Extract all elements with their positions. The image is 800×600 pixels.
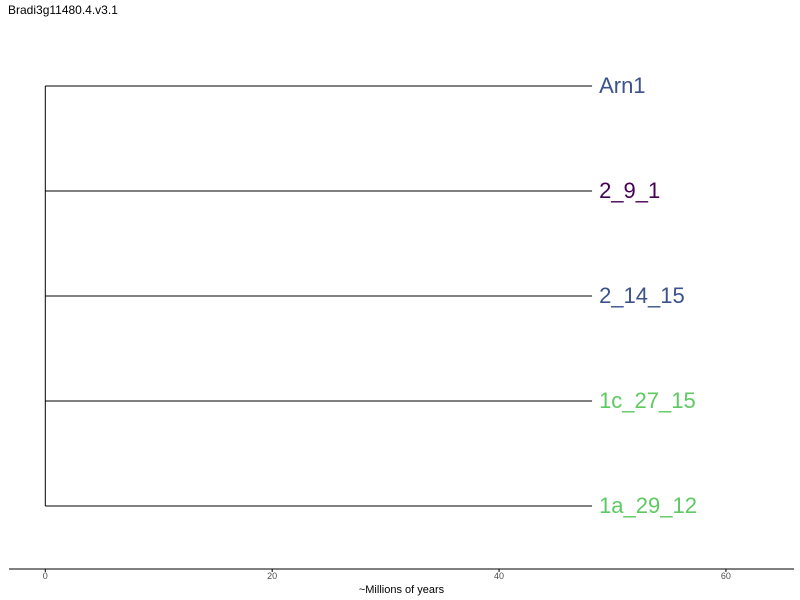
x-tick-label: 20 bbox=[267, 571, 277, 581]
x-axis-title: ~Millions of years bbox=[359, 584, 445, 596]
tip-label: 2_9_1 bbox=[599, 178, 660, 203]
tip-labels: Arn1 2_9_1 2_14_15 1c_27_15 1a_29_12 bbox=[599, 73, 697, 518]
x-tick-label: 40 bbox=[494, 571, 504, 581]
x-axis: 0 20 40 60 ~Millions of years bbox=[9, 568, 794, 596]
tip-label: 2_14_15 bbox=[599, 283, 685, 308]
x-tick-label: 0 bbox=[43, 571, 48, 581]
tip-label: Arn1 bbox=[599, 73, 645, 98]
tip-label: 1c_27_15 bbox=[599, 388, 696, 413]
branches bbox=[44, 85, 593, 507]
x-tick-label: 60 bbox=[721, 571, 731, 581]
chart-title: Bradi3g11480.4.v3.1 bbox=[8, 3, 118, 17]
tip-label: 1a_29_12 bbox=[599, 493, 697, 518]
